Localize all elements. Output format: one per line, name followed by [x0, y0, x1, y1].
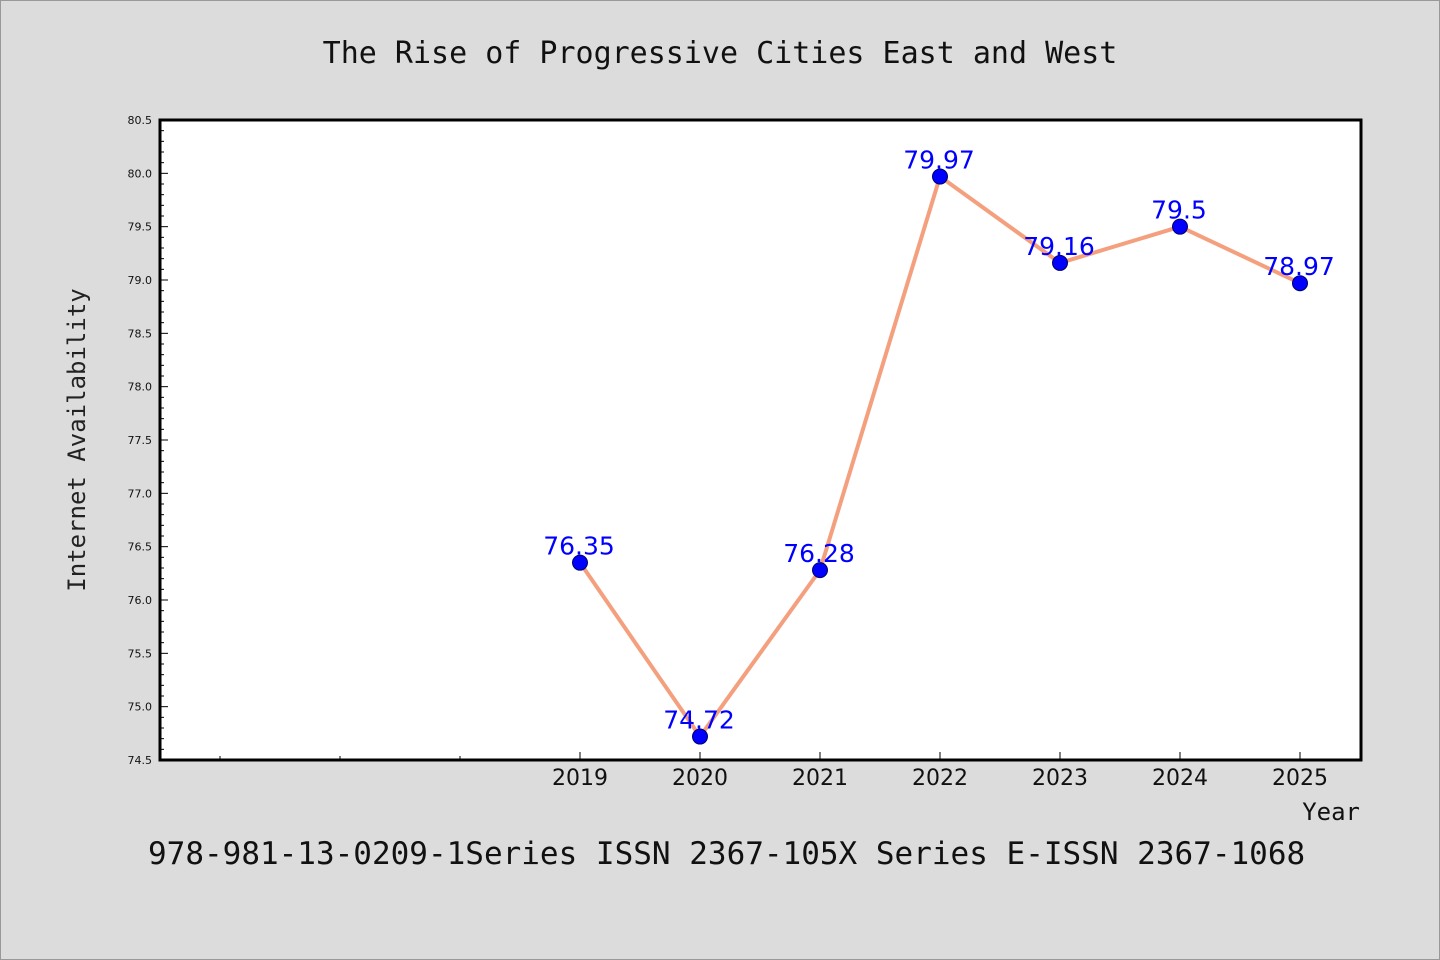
data-point-marker — [572, 554, 588, 571]
data-label: 79.97 — [903, 146, 975, 175]
data-label: 78.97 — [1263, 252, 1335, 281]
y-tick-label: 79.0 — [128, 274, 153, 287]
x-tick-label: 2020 — [672, 766, 728, 791]
y-axis-label: Internet Availability — [63, 288, 91, 591]
data-label: 74.72 — [663, 706, 735, 735]
chart-title: The Rise of Progressive Cities East and … — [323, 36, 1118, 71]
x-tick-label: 2024 — [1152, 766, 1208, 791]
data-label: 76.28 — [783, 539, 855, 568]
y-tick-label: 77.5 — [128, 434, 153, 447]
data-point-marker — [1172, 218, 1188, 235]
x-axis: 2019 2020 2021 2022 2023 2024 2025 — [219, 752, 1328, 791]
data-point-marker — [692, 728, 708, 745]
y-tick-label: 74.5 — [128, 754, 153, 767]
y-tick-label: 77.0 — [128, 487, 153, 500]
data-point-marker — [932, 168, 948, 185]
y-tick-label: 76.5 — [128, 541, 153, 554]
footer-isbn-text: 978-981-13-0209-1Series ISSN 2367-105X S… — [148, 836, 1305, 872]
y-tick-label: 78.5 — [128, 327, 153, 340]
x-tick-label: 2021 — [792, 766, 848, 791]
x-tick-label: 2025 — [1272, 766, 1328, 791]
x-tick-label: 2022 — [912, 766, 968, 791]
data-point-marker — [1292, 275, 1308, 292]
y-tick-label: 75.0 — [128, 701, 153, 714]
y-tick-label: 80.5 — [128, 114, 153, 127]
data-point-marker — [812, 562, 828, 579]
data-label: 79.16 — [1023, 232, 1095, 261]
y-tick-label: 78.0 — [128, 381, 153, 394]
y-tick-label: 75.5 — [128, 647, 153, 660]
data-label: 76.35 — [543, 532, 615, 561]
series-layer: 76.35 74.72 76.28 79.97 79.16 79.5 78.97 — [543, 146, 1335, 745]
y-tick-label: 79.5 — [128, 221, 153, 234]
data-point-marker — [1052, 254, 1068, 271]
y-tick-label: 76.0 — [128, 594, 153, 607]
data-label: 79.5 — [1151, 196, 1207, 225]
x-tick-label: 2019 — [552, 766, 608, 791]
x-tick-label: 2023 — [1032, 766, 1088, 791]
x-axis-label: Year — [1302, 798, 1360, 826]
y-tick-label: 80.0 — [128, 167, 153, 180]
y-axis: 74.5 75.0 75.5 76.0 76.5 77.0 77.5 78.0 78.5 79.0… — [128, 114, 168, 767]
